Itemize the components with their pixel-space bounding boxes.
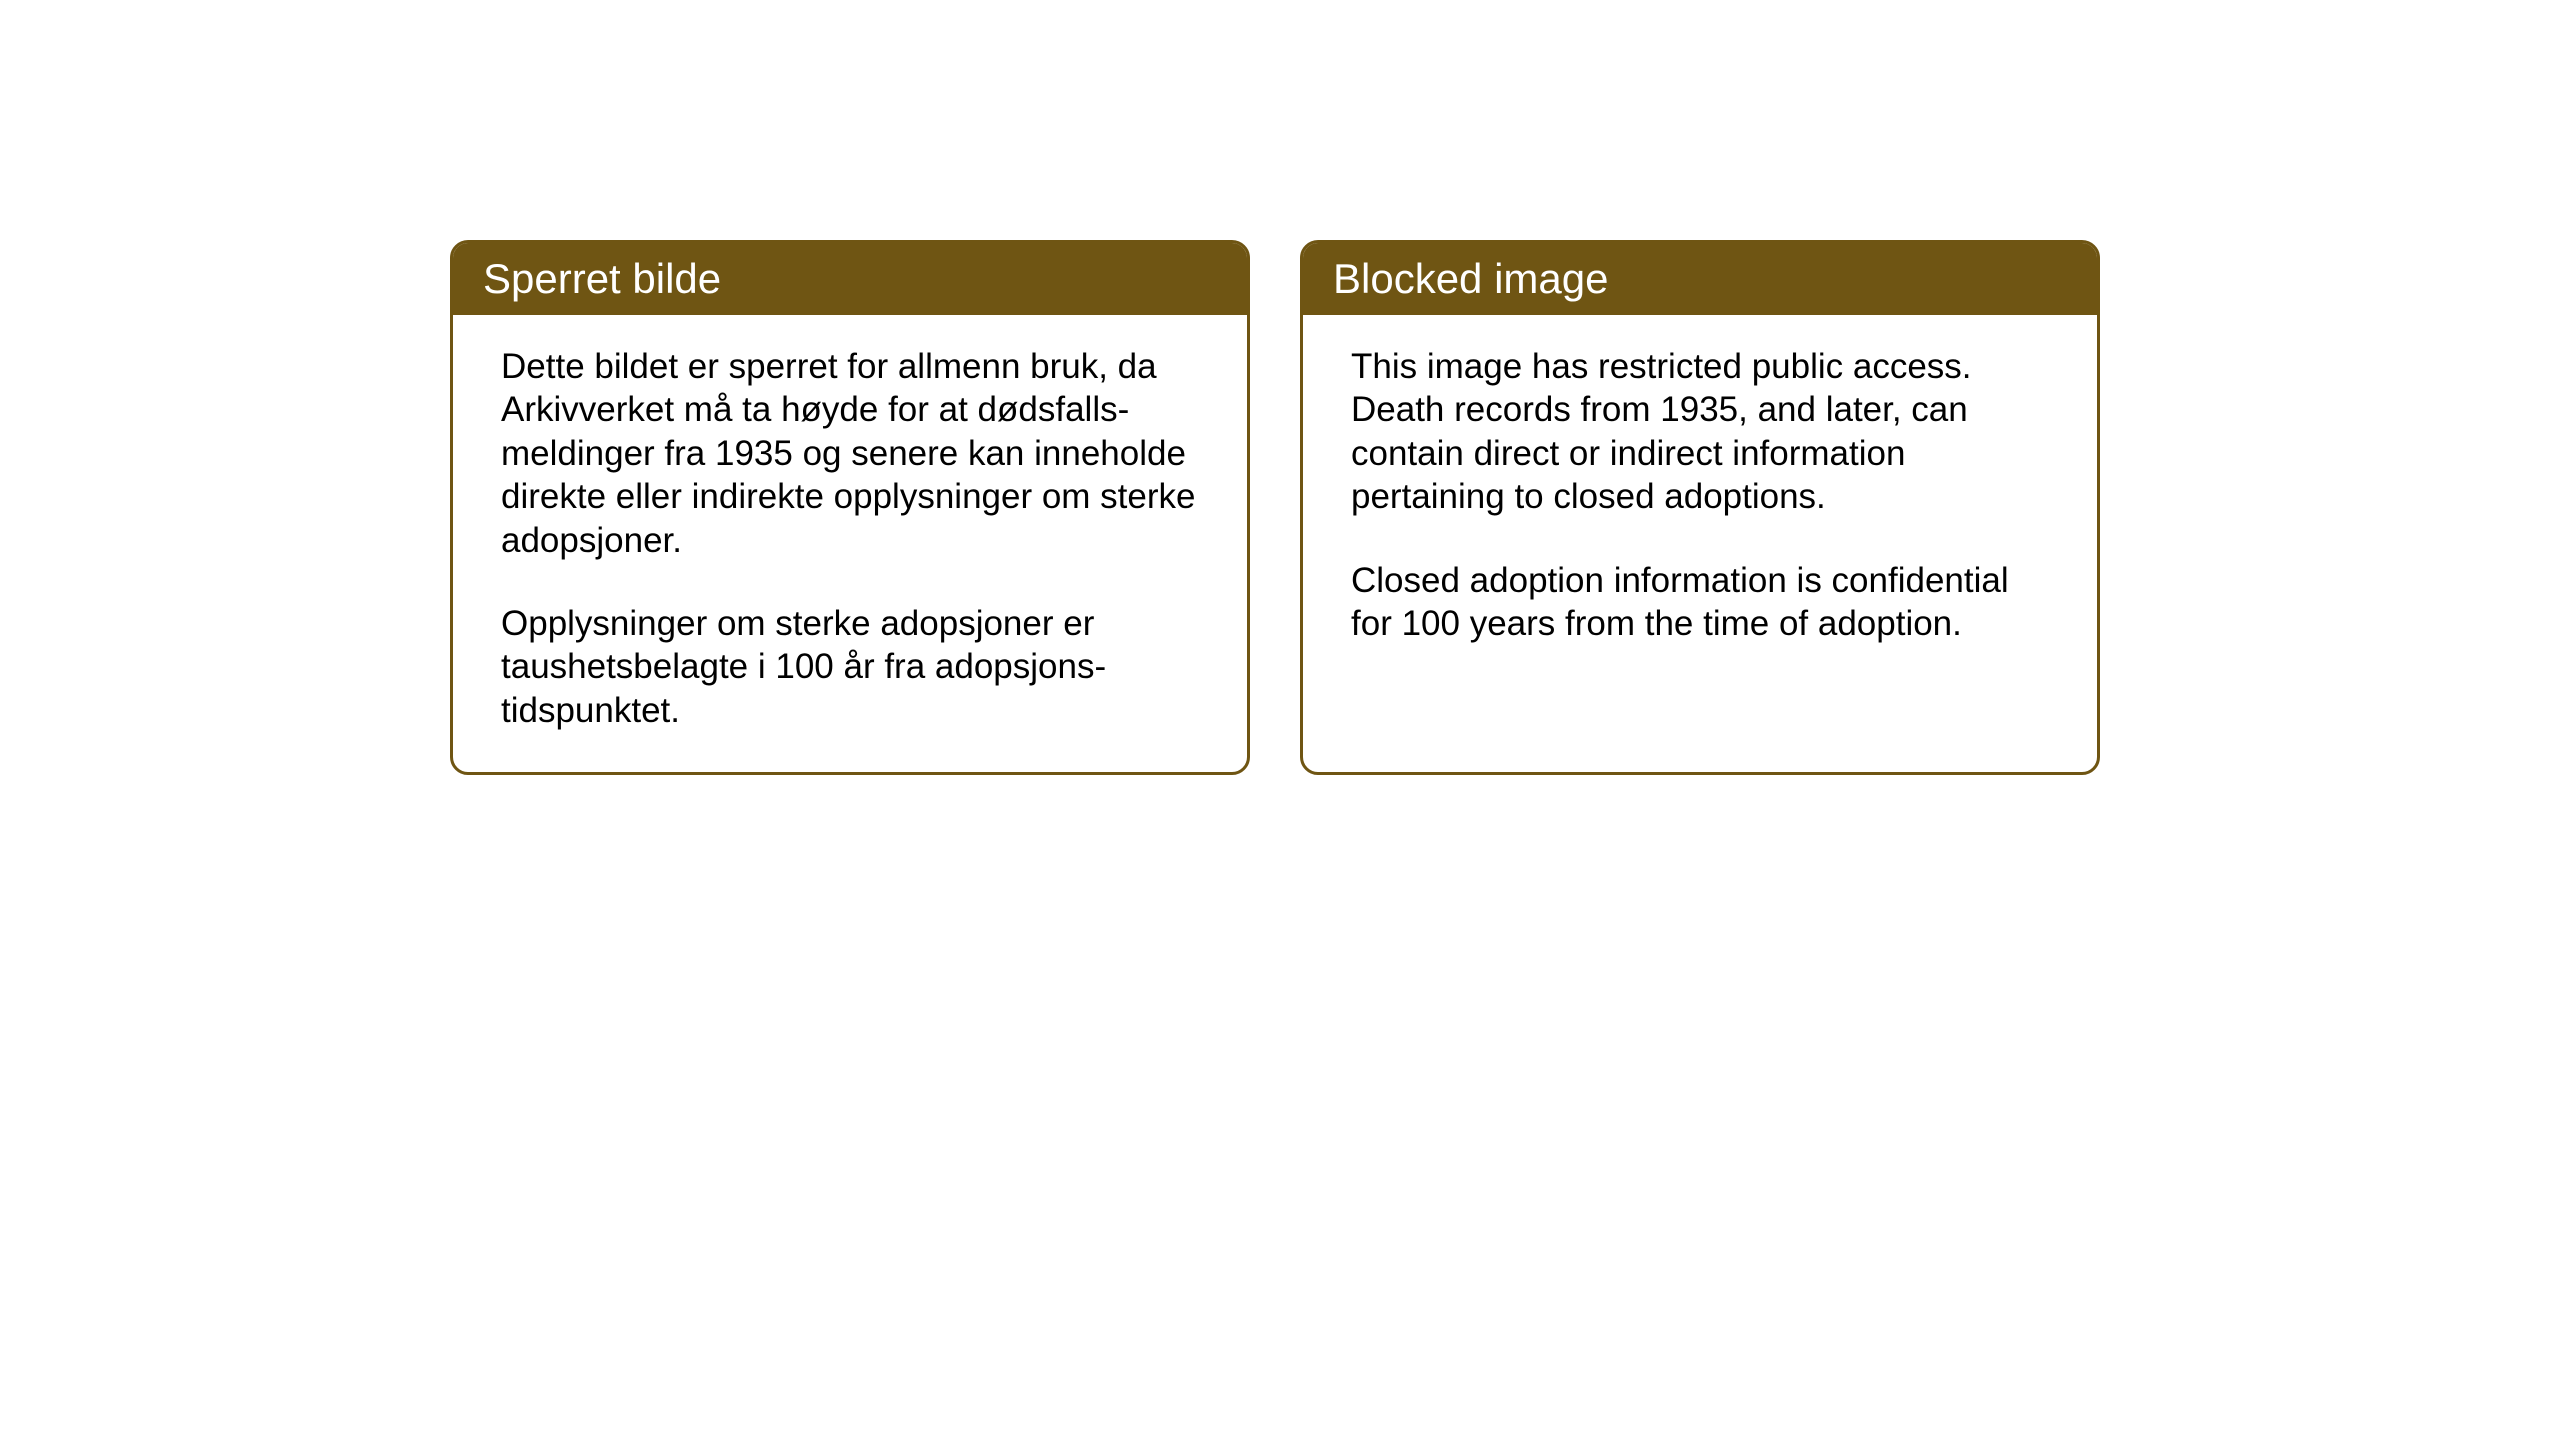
card-english: Blocked image This image has restricted … xyxy=(1300,240,2100,775)
paragraph-2-english: Closed adoption information is confident… xyxy=(1351,559,2049,646)
paragraph-1-norwegian: Dette bildet er sperret for allmenn bruk… xyxy=(501,345,1199,562)
card-title-norwegian: Sperret bilde xyxy=(483,255,721,302)
card-body-norwegian: Dette bildet er sperret for allmenn bruk… xyxy=(453,315,1247,772)
card-header-english: Blocked image xyxy=(1303,243,2097,315)
card-header-norwegian: Sperret bilde xyxy=(453,243,1247,315)
paragraph-1-english: This image has restricted public access.… xyxy=(1351,345,2049,519)
card-norwegian: Sperret bilde Dette bildet er sperret fo… xyxy=(450,240,1250,775)
card-body-english: This image has restricted public access.… xyxy=(1303,315,2097,685)
card-title-english: Blocked image xyxy=(1333,255,1608,302)
paragraph-2-norwegian: Opplysninger om sterke adopsjoner er tau… xyxy=(501,602,1199,732)
cards-container: Sperret bilde Dette bildet er sperret fo… xyxy=(450,240,2100,775)
